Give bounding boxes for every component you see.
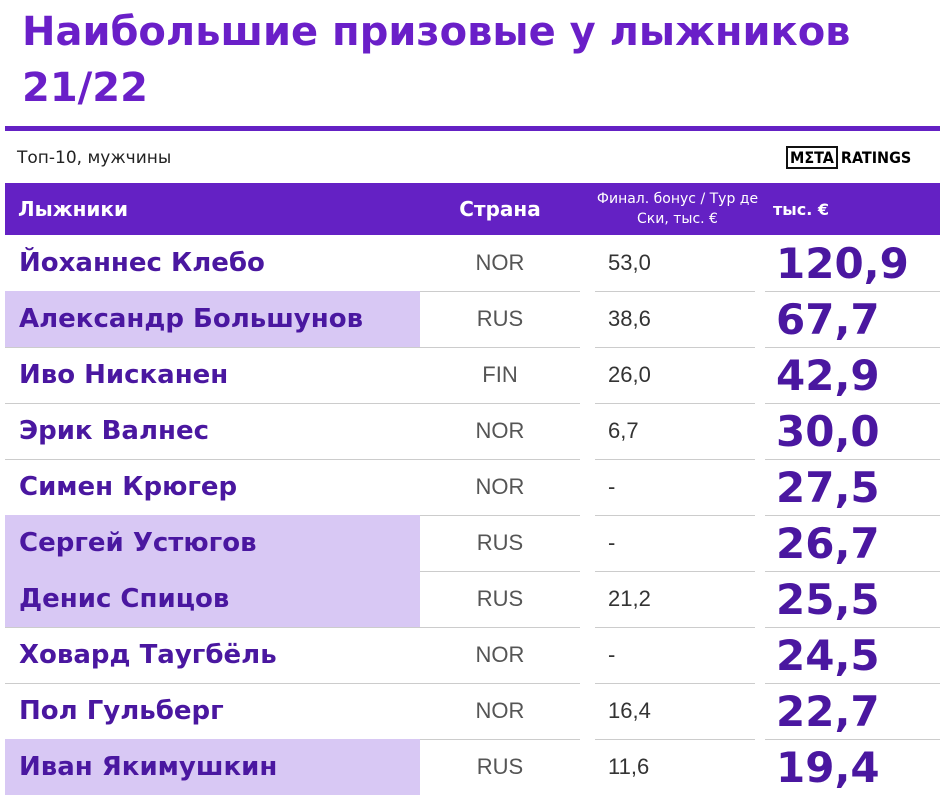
row-divider — [595, 627, 755, 628]
title: Наибольшие призовые у лыжников 21/22 — [22, 9, 851, 111]
country: RUS — [476, 306, 524, 331]
row-divider — [595, 347, 755, 348]
country: RUS — [476, 754, 524, 779]
skier-name: Сергей Устюгов — [5, 515, 420, 571]
bonus: - — [608, 530, 616, 555]
bonus: 53,0 — [608, 250, 651, 275]
row-divider — [765, 291, 940, 292]
bonus: - — [608, 642, 616, 667]
row-divider — [5, 459, 580, 460]
column-header: Лыжники — [18, 197, 129, 221]
row-divider — [5, 347, 580, 348]
prize-total: 42,9 — [776, 350, 880, 400]
country: RUS — [476, 530, 524, 555]
logo: MΣTA RATINGS — [786, 146, 912, 169]
logo-mark: MΣTA — [786, 146, 838, 169]
bonus: 6,7 — [608, 418, 639, 443]
row-divider — [595, 683, 755, 684]
bonus: 26,0 — [608, 362, 651, 387]
skier-name: Эрик Валнес — [19, 416, 210, 446]
bonus: 21,2 — [608, 586, 651, 611]
logo-text: RATINGS — [840, 148, 912, 167]
row-divider — [5, 403, 580, 404]
column-header: Страна — [459, 197, 541, 221]
country: NOR — [475, 418, 525, 443]
bonus: 11,6 — [608, 754, 650, 779]
table-body: Йоханнес Клебо NOR 53,0 120,9 Александр Боль… — [0, 235, 944, 802]
skier-name: Пол Гульберг — [19, 696, 224, 726]
table-header: Лыжники Страна Финал. бонус / Тур де Ски, … — [5, 183, 940, 235]
skier-name: Симен Крюгер — [19, 472, 238, 502]
prize-total: 22,7 — [776, 686, 880, 736]
row-divider — [765, 571, 940, 572]
row-divider — [595, 515, 755, 516]
skier-name: Александр Большунов — [5, 291, 420, 347]
prize-total: 120,9 — [776, 238, 909, 288]
country: RUS — [476, 586, 524, 611]
country: NOR — [475, 642, 525, 667]
prize-total: 25,5 — [776, 574, 880, 624]
subtitle: Топ-10, мужчины — [17, 148, 172, 168]
skier-name: Денис Спицов — [5, 571, 420, 627]
rule — [5, 126, 940, 131]
skier-name: Иво Нисканен — [19, 360, 229, 390]
prize-total: 67,7 — [776, 294, 880, 344]
row-divider — [765, 347, 940, 348]
prize-total: 19,4 — [776, 742, 880, 792]
bonus: 16,4 — [608, 698, 651, 723]
skier-name: Ховард Таугбёль — [19, 640, 277, 670]
bonus: 38,6 — [608, 306, 651, 331]
row-divider — [595, 459, 755, 460]
column-header: Финал. бонус / Тур де Ски, тыс. € — [596, 191, 759, 227]
row-divider — [765, 683, 940, 684]
row-divider — [5, 683, 580, 684]
row-divider — [595, 403, 755, 404]
prize-total: 27,5 — [776, 462, 880, 512]
prize-total: 24,5 — [776, 630, 880, 680]
row-divider — [595, 739, 755, 740]
prize-total: 26,7 — [776, 518, 880, 568]
prize-total: 30,0 — [776, 406, 880, 456]
row-divider — [765, 459, 940, 460]
row-divider — [595, 291, 755, 292]
country: NOR — [475, 698, 525, 723]
row-divider — [765, 403, 940, 404]
row-divider — [5, 627, 580, 628]
skier-name: Иван Якимушкин — [5, 739, 420, 795]
country: NOR — [475, 474, 525, 499]
row-divider — [765, 627, 940, 628]
skier-name: Йоханнес Клебо — [19, 248, 265, 278]
row-divider — [595, 571, 755, 572]
bonus: - — [608, 474, 616, 499]
country: FIN — [482, 362, 518, 387]
row-divider — [765, 739, 940, 740]
row-divider — [765, 515, 940, 516]
country: NOR — [475, 250, 525, 275]
column-header: тыс. € — [773, 199, 830, 219]
